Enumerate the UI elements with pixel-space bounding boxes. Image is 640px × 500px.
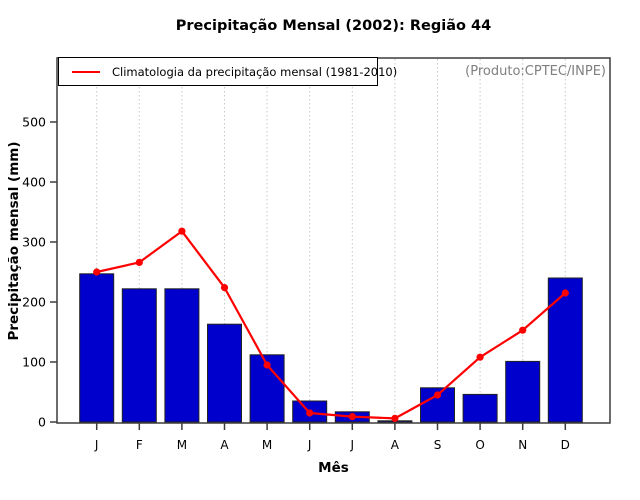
legend-line-icon <box>72 70 100 73</box>
legend-label: Climatologia da precipitação mensal (198… <box>112 64 398 79</box>
climatology-point <box>348 413 356 421</box>
x-tick-label: M <box>177 438 187 452</box>
climatology-point <box>433 391 442 399</box>
precip-bar <box>547 277 583 423</box>
climatology-point <box>263 361 271 369</box>
climatology-point <box>519 326 527 334</box>
produto-annotation: (Produto:CPTEC/INPE) <box>465 64 606 79</box>
precip-bar <box>207 323 242 423</box>
precip-bar <box>164 288 200 423</box>
climatology-point <box>476 353 484 361</box>
x-tick-label: S <box>434 438 442 452</box>
climatology-line <box>96 230 567 420</box>
x-tick-label: F <box>136 438 143 452</box>
climatology-point <box>391 414 399 422</box>
precip-bar <box>462 393 498 423</box>
x-tick-label: J <box>94 438 99 452</box>
x-tick-label: J <box>307 438 312 452</box>
x-tick-label: A <box>391 438 400 452</box>
y-tick-label: 200 <box>22 295 46 310</box>
precip-bar <box>121 288 157 423</box>
x-axis-label: Mês <box>318 460 349 476</box>
x-tick-label: A <box>220 438 229 452</box>
y-tick-label: 300 <box>22 235 46 250</box>
x-tick-label: O <box>475 438 484 452</box>
climatology-point <box>220 284 229 292</box>
y-tick-label: 500 <box>22 115 46 130</box>
legend-box: Climatologia da precipitação mensal (198… <box>58 57 397 86</box>
climatology-point <box>178 227 186 235</box>
climatology-point <box>306 409 314 417</box>
chart-title: Precipitação Mensal (2002): Região 44 <box>175 18 492 34</box>
x-tick-label: N <box>518 438 527 452</box>
y-tick-label: 400 <box>22 175 46 190</box>
x-tick-label: M <box>262 438 272 452</box>
x-tick-label: J <box>350 438 355 452</box>
x-tick-label: D <box>561 438 570 452</box>
precip-bar <box>505 360 541 423</box>
y-tick-label: 100 <box>22 355 46 370</box>
climatology-point <box>93 268 101 276</box>
climatology-point <box>135 258 143 266</box>
climatology-point <box>561 289 569 297</box>
y-tick-label: 0 <box>38 415 46 430</box>
precip-bar <box>79 273 115 423</box>
